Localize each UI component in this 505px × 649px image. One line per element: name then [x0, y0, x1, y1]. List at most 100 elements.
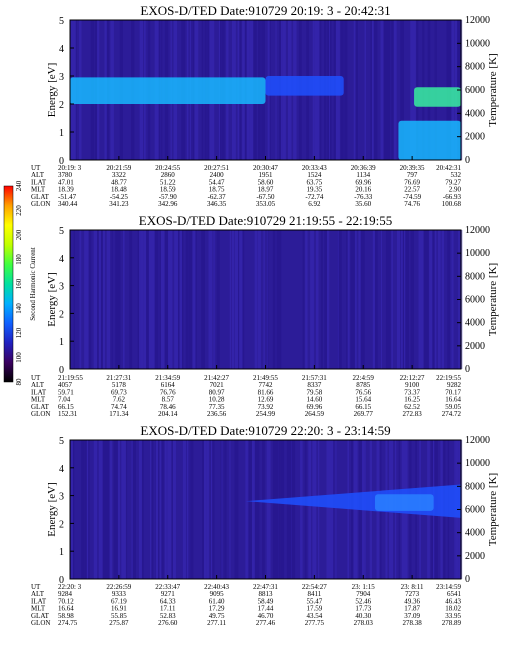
panel-3-ytick-4: 4: [59, 464, 64, 475]
panel-1-ytick-2: 2: [59, 100, 64, 111]
panel-1-cell-6-1: 1134: [356, 171, 370, 179]
panel-1-cell-5-3: 19.35: [307, 186, 323, 194]
panel-3-y2label: Temperature [K]: [487, 473, 499, 546]
panel-2-cell-0-1: 4057: [58, 381, 73, 389]
panel-1-cell-4-3: 18.97: [258, 186, 274, 194]
panel-1-cell-8-1: 532: [451, 171, 462, 179]
panel-3-cell-3-2: 61.40: [209, 597, 225, 605]
panel-2-cell-1-0: 21:27:31: [106, 374, 131, 382]
panel-1-title: EXOS-D/TED Date:910729 20:19: 3 - 20:42:…: [140, 3, 390, 18]
panel-3: EXOS-D/TED Date:910729 22:20: 3 - 23:14:…: [31, 423, 499, 627]
panel-1-cell-7-0: 20:39:35: [400, 164, 425, 172]
panel-2-cell-7-0: 22:12:27: [400, 374, 425, 382]
panel-2-texture: [73, 230, 463, 369]
panel-3-texture: [70, 440, 463, 579]
panel-1-rowlabel-glon: GLON: [31, 200, 50, 208]
panel-2-rowlabel-mlt: MLT: [31, 396, 46, 404]
panel-3-cell-4-5: 277.46: [256, 619, 276, 627]
panel-1-y2tick-0: 0: [465, 155, 470, 166]
panel-3-cell-8-5: 278.89: [442, 619, 462, 627]
panel-3-cell-5-1: 8411: [308, 590, 322, 598]
panel-2-cell-8-5: 274.72: [442, 410, 462, 418]
panel-2-cell-6-5: 269.77: [354, 410, 374, 418]
panel-2-rowlabel-glat: GLAT: [31, 403, 50, 411]
panel-2-cell-6-0: 22:4:59: [353, 374, 375, 382]
panel-3-cell-2-1: 9271: [161, 590, 176, 598]
panel-3-cell-5-5: 277.75: [305, 619, 325, 627]
panel-1-y2tick-3: 6000: [465, 85, 485, 96]
panel-2-cell-2-3: 8.57: [162, 396, 175, 404]
panel-3-rowlabel-alt: ALT: [31, 590, 45, 598]
panel-2-background: [70, 230, 461, 369]
panel-1-cell-4-5: 353.05: [256, 200, 276, 208]
panel-1-cell-5-5: 6.92: [308, 200, 321, 208]
colorbar-tick-100: 100: [15, 352, 23, 363]
panel-1-rowlabel-ilat: ILAT: [31, 178, 47, 186]
panel-3-rowlabel-ut: UT: [31, 583, 41, 591]
panel-3-cell-2-3: 17.11: [160, 605, 176, 613]
panel-1-cell-3-2: 54.47: [209, 178, 225, 186]
panel-3-cell-1-3: 16.91: [111, 605, 127, 613]
panel-3-cell-2-2: 64.33: [160, 597, 176, 605]
panel-2-cell-2-4: 78.46: [160, 403, 176, 411]
panel-1-ytick-1: 1: [59, 128, 64, 139]
panel-2-cell-0-2: 59.71: [58, 388, 74, 396]
panel-1-y2tick-1: 2000: [465, 132, 485, 143]
panel-2-y2tick-3: 6000: [465, 295, 485, 306]
panel-1-cell-0-5: 340.44: [58, 200, 78, 208]
panel-1-rowlabel-glat: GLAT: [31, 193, 50, 201]
panel-1-ytick-3: 3: [59, 72, 64, 83]
colorbar-tick-140: 140: [15, 303, 23, 314]
panel-1-cell-0-2: 47.01: [58, 178, 74, 186]
panel-3-ylabel: Energy [eV]: [46, 482, 58, 536]
colorbar-label: Second Harmonic Current: [29, 247, 37, 321]
panel-2-cell-5-3: 14.60: [307, 396, 323, 404]
panel-2-cell-0-3: 7.04: [58, 396, 71, 404]
panel-2-cell-6-3: 15.64: [355, 396, 371, 404]
panel-3-cell-7-2: 49.36: [404, 597, 420, 605]
panel-3-y2tick-1: 2000: [465, 551, 485, 562]
panel-3-ytick-5: 5: [59, 436, 64, 447]
panel-1-cell-8-4: -66.93: [443, 193, 462, 201]
panel-3-cell-1-1: 9333: [112, 590, 127, 598]
panel-2-ytick-1: 1: [59, 337, 64, 348]
panel-2-cell-4-4: 73.92: [258, 403, 274, 411]
panel-2-cell-1-5: 171.34: [109, 410, 129, 418]
panel-1-cell-3-4: -62.37: [208, 193, 227, 201]
panel-1-rowlabel-mlt: MLT: [31, 186, 46, 194]
panel-3-cell-4-2: 58.49: [258, 597, 274, 605]
panel-1-cell-0-4: -51.47: [58, 193, 77, 201]
panel-2-cell-8-0: 22:19:55: [436, 374, 461, 382]
panel-1-cell-0-0: 20:19: 3: [58, 164, 82, 172]
panel-2-cell-8-1: 9282: [447, 381, 462, 389]
panel-3-cell-5-3: 17.59: [307, 605, 323, 613]
panel-2-y2label: Temperature [K]: [487, 263, 499, 336]
panel-3-cell-2-5: 276.60: [158, 619, 178, 627]
panel-2-ytick-3: 3: [59, 282, 64, 293]
panel-2-cell-5-2: 79.58: [307, 388, 323, 396]
panel-1-y2tick-6: 12000: [465, 15, 490, 26]
panel-3-y2tick-5: 10000: [465, 458, 490, 469]
panel-1-y2tick-5: 10000: [465, 38, 490, 49]
panel-1-cell-6-3: 20.16: [355, 186, 371, 194]
panel-2-cell-1-4: 74.74: [111, 403, 127, 411]
panel-3-cell-3-5: 277.11: [207, 619, 226, 627]
panel-3-cell-6-5: 278.03: [354, 619, 374, 627]
panel-1-cell-1-3: 18.48: [111, 186, 127, 194]
panel-3-y2tick-4: 8000: [465, 481, 485, 492]
panel-2-ytick-0: 0: [59, 365, 64, 376]
panel-2-cell-5-0: 21:57:31: [302, 374, 327, 382]
panel-1-y2tick-2: 4000: [465, 108, 485, 119]
panel-2-cell-3-5: 236.56: [207, 410, 227, 418]
panel-3-cell-6-3: 17.73: [355, 605, 371, 613]
panel-1-cell-2-4: -57.90: [159, 193, 178, 201]
panel-1-cell-5-1: 1524: [307, 171, 322, 179]
panel-2-cell-0-0: 21:19:55: [58, 374, 83, 382]
panel-3-cell-3-1: 9095: [210, 590, 225, 598]
panel-2-rowlabel-alt: ALT: [31, 381, 45, 389]
colorbar: 80 100 120 140 160 180 200 220 240 Second Harmoni…: [3, 180, 37, 386]
panel-2-y2tick-4: 8000: [465, 271, 485, 282]
panel-2-cell-4-1: 7742: [259, 381, 274, 389]
panel-3-cell-4-1: 8813: [259, 590, 274, 598]
